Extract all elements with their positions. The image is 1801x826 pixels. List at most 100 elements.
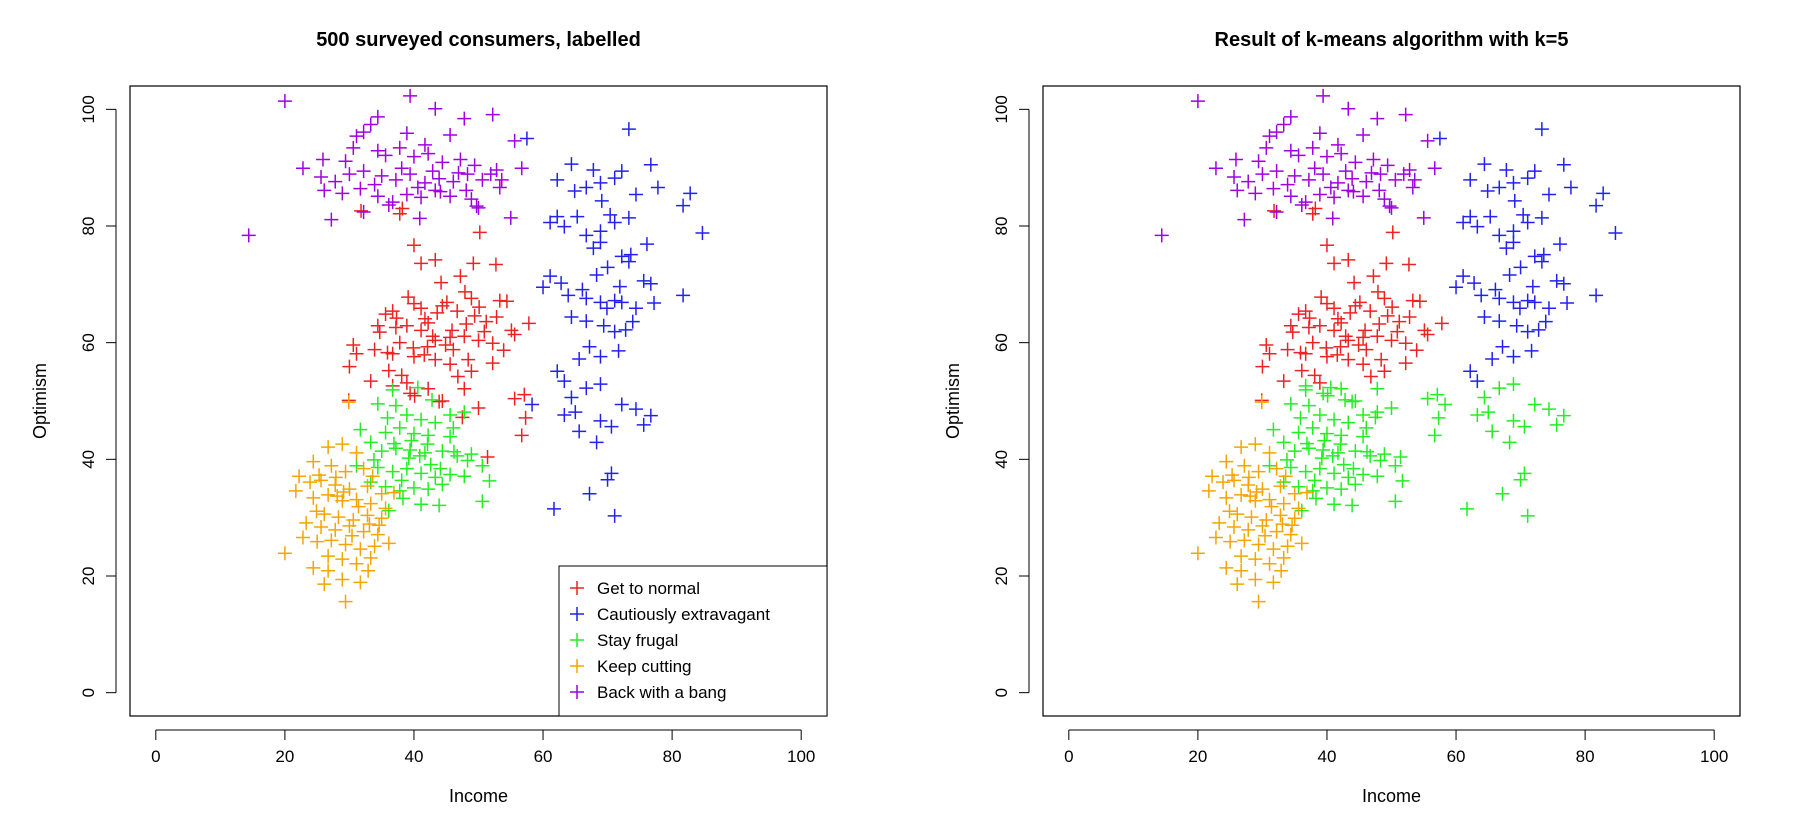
data-point-back-with-a-bang (1241, 174, 1256, 189)
data-point-back-with-a-bang (1291, 148, 1306, 163)
data-point-cautiously-extravagant (557, 219, 572, 234)
data-point-back-with-a-bang (417, 175, 432, 190)
data-point-back-with-a-bang (328, 174, 343, 189)
data-point-stay-frugal (1520, 508, 1535, 523)
data-point-get-to-normal (414, 323, 429, 338)
data-point-get-to-normal (1417, 323, 1432, 338)
data-point-get-to-normal (489, 310, 504, 324)
data-point-back-with-a-bang (1301, 172, 1316, 187)
data-point-cautiously-extravagant (1463, 209, 1478, 224)
x-axis-label: Income (449, 786, 508, 806)
data-point-keep-cutting (345, 528, 360, 543)
data-point-get-to-normal (1293, 345, 1308, 360)
data-point-back-with-a-bang (403, 88, 418, 103)
y-tick-label: 100 (79, 95, 98, 123)
data-point-cautiously-extravagant (579, 180, 594, 195)
data-point-back-with-a-bang (370, 109, 385, 124)
data-point-cautiously-extravagant (1527, 249, 1542, 264)
data-point-back-with-a-bang (1298, 195, 1313, 210)
data-point-keep-cutting (1234, 549, 1249, 564)
data-point-get-to-normal (1352, 295, 1367, 310)
data-point-cautiously-extravagant (564, 157, 579, 172)
data-point-cautiously-extravagant (1560, 296, 1575, 310)
data-point-keep-cutting (1190, 546, 1205, 561)
data-point-cautiously-extravagant (1432, 131, 1447, 146)
data-point-back-with-a-bang (314, 170, 329, 184)
data-point-back-with-a-bang (1327, 190, 1342, 205)
data-point-stay-frugal (1312, 461, 1327, 476)
data-point-cautiously-extravagant (568, 405, 583, 420)
data-point-back-with-a-bang (1380, 158, 1395, 173)
data-point-stay-frugal (464, 447, 479, 462)
data-point-get-to-normal (399, 375, 414, 390)
data-point-back-with-a-bang (1405, 180, 1420, 195)
data-point-cautiously-extravagant (1516, 207, 1531, 222)
data-point-cautiously-extravagant (1531, 322, 1546, 337)
data-point-get-to-normal (1341, 352, 1356, 367)
data-point-keep-cutting (328, 522, 343, 537)
x-tick-label: 20 (275, 747, 294, 766)
data-point-cautiously-extravagant (1456, 269, 1471, 284)
data-point-stay-frugal (349, 458, 364, 473)
data-point-cautiously-extravagant (1589, 288, 1604, 303)
data-point-get-to-normal (1280, 342, 1295, 357)
data-point-stay-frugal (370, 460, 385, 475)
legend-marker (570, 581, 584, 595)
data-point-back-with-a-bang (1420, 133, 1435, 148)
data-point-keep-cutting (1255, 482, 1270, 497)
data-point-get-to-normal (485, 356, 500, 371)
data-point-get-to-normal (446, 342, 461, 357)
data-point-cautiously-extravagant (550, 364, 565, 379)
data-point-keep-cutting (1237, 458, 1252, 473)
data-point-keep-cutting (360, 508, 375, 523)
data-point-get-to-normal (1343, 305, 1358, 320)
data-point-get-to-normal (1267, 203, 1282, 218)
data-point-keep-cutting (314, 520, 329, 534)
data-point-get-to-normal (406, 340, 421, 355)
data-point-get-to-normal (428, 252, 443, 267)
data-point-stay-frugal (433, 461, 448, 476)
data-point-back-with-a-bang (1305, 140, 1320, 155)
data-point-stay-frugal (414, 466, 429, 481)
data-point-get-to-normal (1401, 257, 1416, 272)
data-point-get-to-normal (1402, 310, 1417, 324)
data-point-cautiously-extravagant (600, 472, 615, 487)
data-point-back-with-a-bang (432, 171, 447, 186)
data-point-cautiously-extravagant (607, 293, 622, 308)
data-point-get-to-normal (1409, 343, 1424, 358)
data-point-stay-frugal (366, 452, 381, 467)
data-point-stay-frugal (443, 408, 458, 422)
data-point-stay-frugal (1388, 458, 1403, 473)
data-point-cautiously-extravagant (550, 209, 565, 224)
data-point-cautiously-extravagant (1495, 339, 1510, 354)
data-point-keep-cutting (367, 539, 382, 554)
data-point-get-to-normal (480, 450, 495, 464)
data-point-cautiously-extravagant (536, 280, 551, 295)
legend-box (558, 565, 828, 717)
data-point-cautiously-extravagant (1463, 364, 1478, 379)
data-point-keep-cutting (306, 490, 321, 505)
data-point-stay-frugal (385, 464, 400, 479)
data-point-cautiously-extravagant (1507, 193, 1522, 208)
data-point-get-to-normal (428, 352, 443, 367)
data-point-get-to-normal (464, 291, 479, 306)
data-point-cautiously-extravagant (1474, 288, 1489, 303)
data-point-get-to-normal (477, 324, 492, 339)
data-point-get-to-normal (432, 394, 447, 409)
data-point-cautiously-extravagant (1563, 180, 1578, 195)
data-point-stay-frugal (1319, 480, 1334, 495)
data-point-get-to-normal (1379, 256, 1394, 271)
data-point-back-with-a-bang (1227, 170, 1242, 184)
data-point-stay-frugal (421, 482, 436, 497)
data-point-stay-frugal (1517, 466, 1532, 481)
data-point-cautiously-extravagant (1527, 164, 1542, 179)
data-point-cautiously-extravagant (1483, 209, 1498, 224)
data-point-keep-cutting (1208, 530, 1223, 545)
data-point-stay-frugal (392, 420, 407, 435)
data-point-cautiously-extravagant (586, 163, 601, 177)
data-point-get-to-normal (370, 318, 385, 333)
data-point-get-to-normal (1341, 252, 1356, 267)
y-tick-label: 100 (992, 95, 1011, 123)
data-point-stay-frugal (1319, 426, 1334, 441)
